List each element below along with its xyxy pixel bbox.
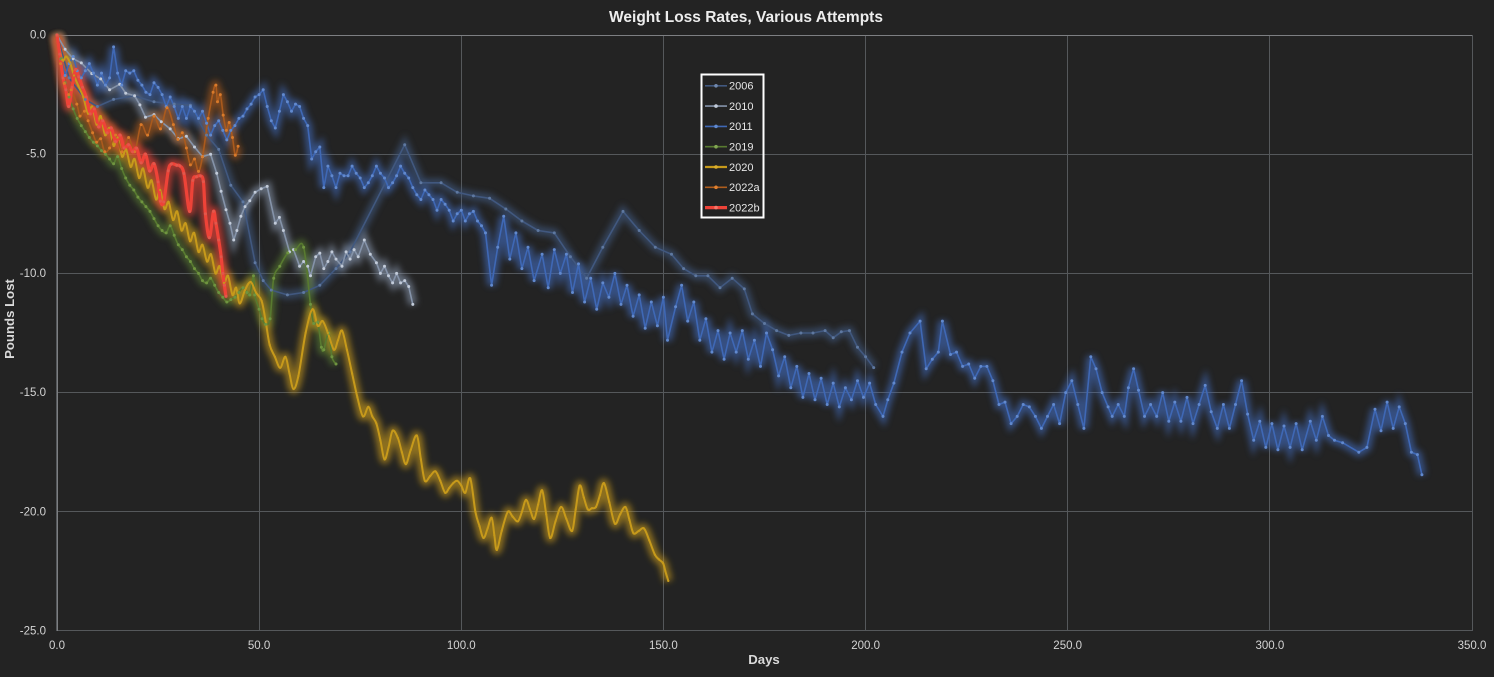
- svg-text:Days: Days: [748, 652, 780, 667]
- svg-text:Pounds Lost: Pounds Lost: [2, 278, 17, 358]
- svg-text:-10.0: -10.0: [20, 268, 46, 280]
- svg-text:2006: 2006: [729, 81, 753, 93]
- svg-text:2020: 2020: [729, 162, 753, 174]
- svg-text:-25.0: -25.0: [20, 626, 46, 638]
- svg-text:-5.0: -5.0: [26, 149, 46, 161]
- svg-text:-20.0: -20.0: [20, 506, 46, 518]
- svg-text:350.0: 350.0: [1458, 640, 1487, 652]
- svg-text:2019: 2019: [729, 142, 753, 154]
- svg-text:0.0: 0.0: [30, 30, 46, 42]
- svg-text:2011: 2011: [729, 121, 753, 133]
- svg-text:300.0: 300.0: [1256, 640, 1285, 652]
- svg-text:0.0: 0.0: [49, 640, 65, 652]
- svg-text:250.0: 250.0: [1053, 640, 1082, 652]
- svg-text:100.0: 100.0: [447, 640, 476, 652]
- svg-text:150.0: 150.0: [649, 640, 678, 652]
- svg-text:200.0: 200.0: [851, 640, 880, 652]
- svg-text:2022b: 2022b: [729, 202, 760, 214]
- svg-text:Weight Loss Rates, Various Att: Weight Loss Rates, Various Attempts: [609, 9, 883, 26]
- svg-text:50.0: 50.0: [248, 640, 270, 652]
- svg-text:2022a: 2022a: [729, 182, 760, 194]
- svg-text:2010: 2010: [729, 101, 753, 113]
- svg-text:-15.0: -15.0: [20, 387, 46, 399]
